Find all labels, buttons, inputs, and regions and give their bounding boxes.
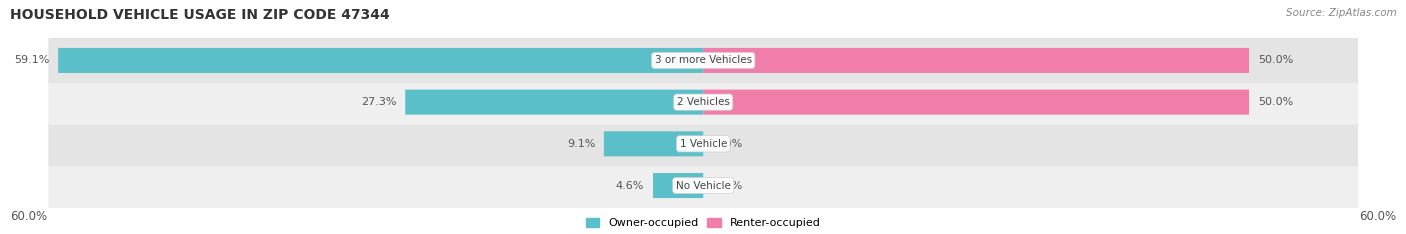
Text: Source: ZipAtlas.com: Source: ZipAtlas.com [1285,8,1396,18]
FancyBboxPatch shape [405,90,703,115]
Text: 0.0%: 0.0% [714,181,742,190]
Text: 1 Vehicle: 1 Vehicle [679,139,727,149]
FancyBboxPatch shape [48,163,1358,208]
Text: HOUSEHOLD VEHICLE USAGE IN ZIP CODE 47344: HOUSEHOLD VEHICLE USAGE IN ZIP CODE 4734… [10,8,389,22]
Text: 50.0%: 50.0% [1258,55,1294,66]
Text: 60.0%: 60.0% [1360,210,1396,223]
Text: 4.6%: 4.6% [616,181,644,190]
Text: 60.0%: 60.0% [10,210,48,223]
Text: 3 or more Vehicles: 3 or more Vehicles [655,55,752,66]
Text: 2 Vehicles: 2 Vehicles [676,97,730,107]
Text: 27.3%: 27.3% [361,97,396,107]
Text: 0.0%: 0.0% [714,139,742,149]
Text: 50.0%: 50.0% [1258,97,1294,107]
FancyBboxPatch shape [605,131,703,156]
Text: No Vehicle: No Vehicle [676,181,731,190]
FancyBboxPatch shape [703,48,1249,73]
FancyBboxPatch shape [48,121,1358,166]
FancyBboxPatch shape [48,80,1358,125]
Legend: Owner-occupied, Renter-occupied: Owner-occupied, Renter-occupied [582,213,825,233]
FancyBboxPatch shape [703,90,1249,115]
FancyBboxPatch shape [652,173,703,198]
Text: 9.1%: 9.1% [567,139,595,149]
FancyBboxPatch shape [48,38,1358,83]
FancyBboxPatch shape [58,48,703,73]
Text: 59.1%: 59.1% [14,55,49,66]
